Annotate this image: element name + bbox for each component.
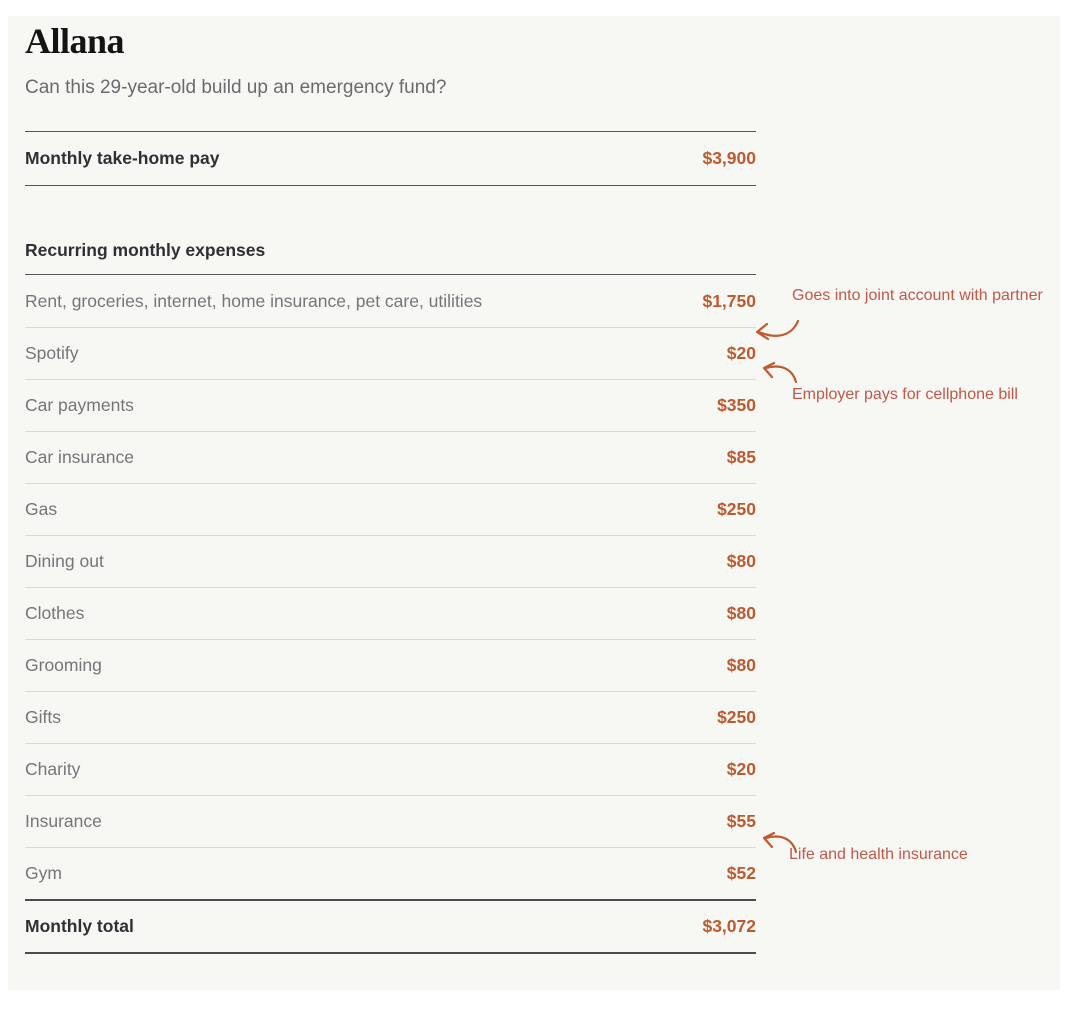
expense-amount: $20 <box>726 759 756 779</box>
expense-amount: $80 <box>726 603 756 623</box>
expense-label: Gas <box>25 499 58 519</box>
expense-amount: $250 <box>717 707 756 727</box>
income-row: Monthly take-home pay $3,900 <box>25 131 756 186</box>
expense-row-rent: Rent, groceries, internet, home insuranc… <box>25 276 756 328</box>
expense-amount: $20 <box>726 343 756 363</box>
expense-label: Car insurance <box>25 447 134 467</box>
page-subtitle: Can this 29-year-old build up an emergen… <box>25 77 447 98</box>
expense-label: Charity <box>25 759 81 779</box>
expense-label: Car payments <box>25 395 134 415</box>
curved-arrow-up-left-icon <box>762 831 798 854</box>
expense-row-car-payments: Car payments $350 <box>25 380 756 432</box>
expense-row-dining-out: Dining out $80 <box>25 536 756 588</box>
expense-label: Spotify <box>25 343 79 363</box>
expense-label: Clothes <box>25 603 85 623</box>
page-title: Allana <box>25 21 125 61</box>
expense-label: Grooming <box>25 655 102 675</box>
income-label: Monthly take-home pay <box>25 148 220 168</box>
expenses-header-label: Recurring monthly expenses <box>25 240 266 260</box>
expense-label: Dining out <box>25 551 104 571</box>
expense-label: Gym <box>25 863 62 883</box>
expense-amount: $80 <box>726 655 756 675</box>
expenses-table: Rent, groceries, internet, home insuranc… <box>25 276 756 954</box>
expense-amount: $1,750 <box>702 291 756 311</box>
expense-label: Rent, groceries, internet, home insuranc… <box>25 291 483 311</box>
total-amount: $3,072 <box>702 916 756 936</box>
monthly-total-row: Monthly total $3,072 <box>25 899 756 954</box>
annotation-life-health: Life and health insurance <box>789 846 968 863</box>
expense-row-grooming: Grooming $80 <box>25 640 756 692</box>
expenses-section-header: Recurring monthly expenses <box>25 237 756 275</box>
annotation-joint-account: Goes into joint account with partner <box>792 287 1043 304</box>
expense-label: Gifts <box>25 707 61 727</box>
expense-row-charity: Charity $20 <box>25 744 756 796</box>
expense-label: Insurance <box>25 811 102 831</box>
expense-row-insurance: Insurance $55 <box>25 796 756 848</box>
total-label: Monthly total <box>25 916 134 936</box>
expense-amount: $350 <box>717 395 756 415</box>
expense-amount: $52 <box>726 863 756 883</box>
curved-arrow-left-icon <box>755 319 800 341</box>
curved-arrow-up-left-icon <box>762 361 798 384</box>
income-amount: $3,900 <box>702 148 756 168</box>
expense-amount: $250 <box>717 499 756 519</box>
expense-amount: $55 <box>726 811 756 831</box>
expense-row-gym: Gym $52 <box>25 848 756 899</box>
expense-amount: $85 <box>726 447 756 467</box>
expense-amount: $80 <box>726 551 756 571</box>
expense-row-car-insurance: Car insurance $85 <box>25 432 756 484</box>
expense-row-gas: Gas $250 <box>25 484 756 536</box>
article-card-background <box>8 16 1060 990</box>
expense-row-clothes: Clothes $80 <box>25 588 756 640</box>
expense-row-spotify: Spotify $20 <box>25 328 756 380</box>
annotation-cellphone-bill: Employer pays for cellphone bill <box>792 386 1018 403</box>
expense-row-gifts: Gifts $250 <box>25 692 756 744</box>
